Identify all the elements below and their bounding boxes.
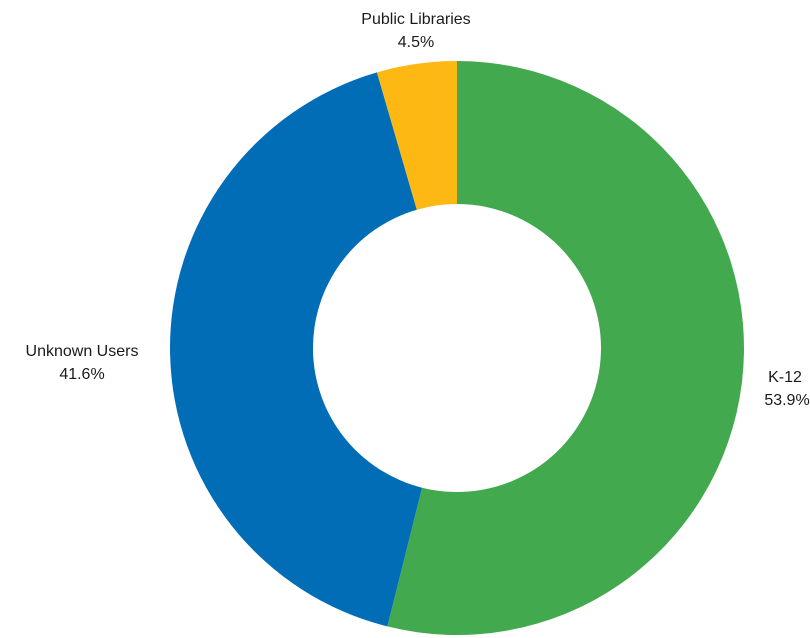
label-public-libraries-value: 4.5% <box>398 34 434 51</box>
label-public-libraries-name: Public Libraries <box>361 11 470 28</box>
label-unknown-users-value: 41.6% <box>59 366 104 383</box>
slice-k-12 <box>387 61 745 635</box>
slices <box>170 61 745 635</box>
label-k12-value: 53.9% <box>764 392 809 409</box>
slice-unknown-users <box>170 72 423 627</box>
slice-labels: K-12 53.9% Unknown Users 41.6% Public Li… <box>26 11 810 409</box>
label-k12-name: K-12 <box>768 369 802 386</box>
label-unknown-users-name: Unknown Users <box>26 343 139 360</box>
slice-public-libraries <box>376 61 457 210</box>
